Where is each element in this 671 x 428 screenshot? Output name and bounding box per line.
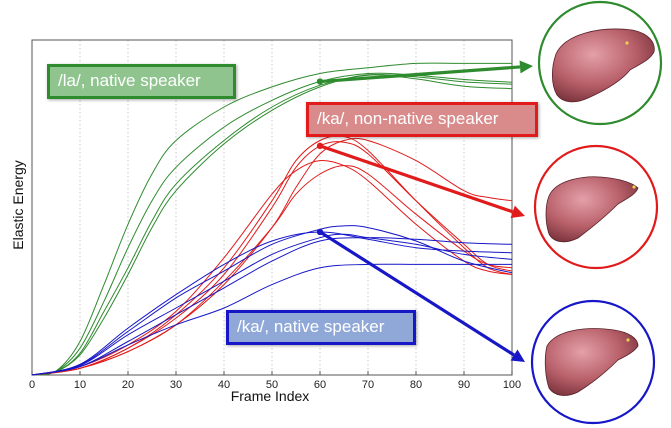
- x-tick-label: 60: [314, 379, 326, 391]
- arrow-head: [510, 205, 525, 218]
- arrow-shaft: [319, 65, 521, 84]
- x-tick-label: 80: [410, 379, 422, 391]
- x-axis-label: Frame Index: [231, 388, 310, 404]
- x-tick-labels: 0 10 20 30 40 50 60 70 80 90 100: [29, 379, 521, 391]
- series-line-2-0: [31, 225, 513, 376]
- series-line-1-4: [31, 137, 513, 376]
- series-line-2-1: [31, 233, 513, 376]
- x-tick-label: 90: [458, 379, 470, 391]
- label-ka-non-native: /ka/, non-native speaker: [306, 102, 538, 137]
- series-line-1-2: [31, 159, 513, 376]
- x-tick-label: 0: [29, 379, 35, 391]
- callout-arrows: [316, 60, 533, 362]
- series-line-2-2: [31, 231, 513, 376]
- series-line-0-2: [31, 74, 513, 376]
- label-ka-native: /ka/, native speaker: [226, 310, 416, 345]
- series-line-1-1: [31, 141, 513, 376]
- axes: [31, 39, 513, 376]
- thumbnail-ka-native: [530, 299, 656, 425]
- arrow-head: [510, 349, 525, 362]
- thumbnail-la-native: [537, 0, 663, 126]
- y-axis-label: Elastic Energy: [10, 160, 26, 249]
- label-la-native: /la/, native speaker: [47, 64, 236, 99]
- series-curves: [31, 62, 513, 376]
- arrow-head: [519, 60, 533, 74]
- x-tick-label: 40: [218, 379, 230, 391]
- x-tick-label: 100: [503, 379, 521, 391]
- x-tick-label: 70: [362, 379, 374, 391]
- x-tick-label: 50: [266, 379, 278, 391]
- marker-point: [316, 142, 324, 150]
- x-tick-label: 20: [122, 379, 134, 391]
- marker-point: [316, 78, 324, 85]
- x-tick-label: 10: [74, 379, 86, 391]
- x-tick-label: 30: [170, 379, 182, 391]
- arrow-shaft: [319, 230, 515, 357]
- series-line-2-3: [31, 237, 513, 376]
- series-line-0-0: [31, 62, 512, 376]
- thumbnail-ka-non-native: [533, 144, 659, 270]
- series-line-2-4: [31, 263, 512, 376]
- arrow-shaft: [319, 144, 514, 214]
- marker-point: [316, 228, 324, 236]
